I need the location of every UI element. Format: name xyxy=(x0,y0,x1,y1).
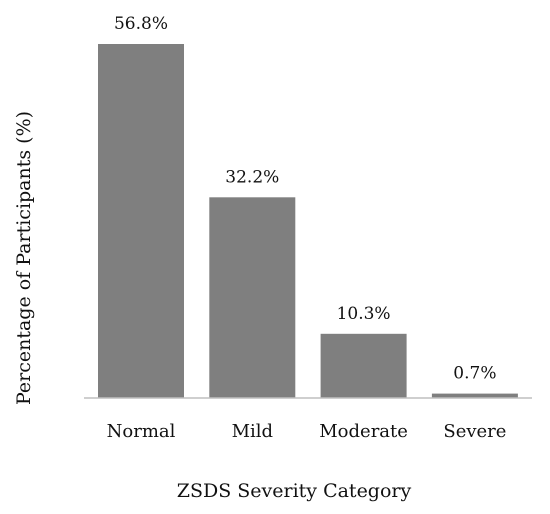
bar-normal xyxy=(98,44,184,398)
data-label-severe: 0.7% xyxy=(453,364,496,384)
bars-group xyxy=(98,44,518,398)
x-axis-title: ZSDS Severity Category xyxy=(177,480,412,502)
category-label-normal: Normal xyxy=(107,421,176,442)
data-label-mild: 32.2% xyxy=(225,167,279,187)
data-label-moderate: 10.3% xyxy=(337,304,391,324)
bar-moderate xyxy=(320,333,407,398)
category-label-mild: Mild xyxy=(232,421,273,442)
category-label-severe: Severe xyxy=(443,421,506,442)
data-labels-group: 56.8% 32.2% 10.3% 0.7% xyxy=(114,14,497,384)
data-label-normal: 56.8% xyxy=(114,14,168,34)
y-axis-title: Percentage of Participants (%) xyxy=(13,111,35,405)
bar-severe xyxy=(431,393,518,398)
category-label-moderate: Moderate xyxy=(319,421,408,442)
bar-mild xyxy=(209,197,296,398)
category-labels-group: Normal Mild Moderate Severe xyxy=(107,421,507,442)
